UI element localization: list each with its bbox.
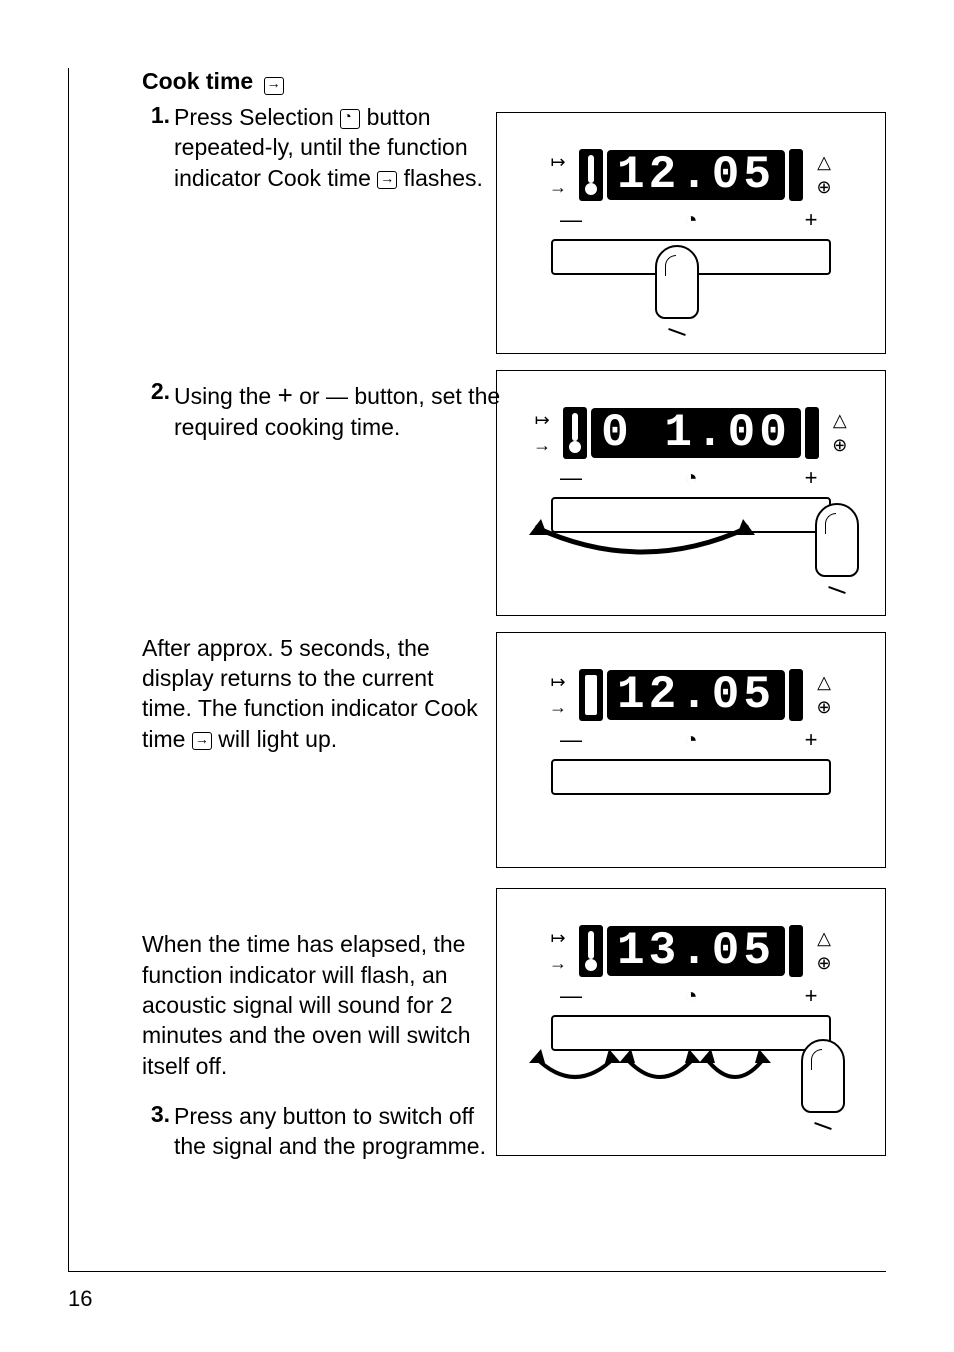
left-indicators: ↦ → <box>543 152 573 198</box>
selection-button[interactable]: ◔ <box>671 727 711 753</box>
lcd-block: 0 1.00 <box>563 407 819 459</box>
right-indicators: △ ⊕ <box>809 152 839 198</box>
thermometer-icon <box>563 407 587 459</box>
cook-time-icon <box>377 171 397 189</box>
display-row: ↦ → 0 1.00 △ ⊕ <box>521 407 861 459</box>
selection-icon <box>340 109 360 129</box>
multi-press-arrows-icon <box>525 1049 795 1105</box>
minus-button[interactable]: — <box>551 465 591 491</box>
plus-button[interactable]: + <box>791 465 831 491</box>
right-indicators: △ ⊕ <box>809 928 839 974</box>
finger-press-icon <box>655 245 699 319</box>
thermometer-icon <box>579 925 603 977</box>
page: Cook time 1. Press Selection button repe… <box>0 0 954 1352</box>
indicator-bar <box>789 149 803 201</box>
display-row: ↦ → 13.05 △ ⊕ <box>521 925 861 977</box>
right-indicators: △ ⊕ <box>825 410 855 456</box>
time-display: 0 1.00 <box>591 408 801 458</box>
minus-button[interactable]: — <box>551 727 591 753</box>
plus-button[interactable]: + <box>791 983 831 1009</box>
illustration-1: ↦ → 12.05 △ ⊕ — ◔ + <box>496 112 886 354</box>
selection-button[interactable]: ◔ <box>671 983 711 1009</box>
button-row: — ◔ + <box>551 727 831 753</box>
time-display: 12.05 <box>607 150 785 200</box>
illustration-4: ↦ → 13.05 △ ⊕ — ◔ + <box>496 888 886 1156</box>
cook-time-indicator-icon: ↦ <box>550 152 565 173</box>
selection-button[interactable]: ◔ <box>671 207 711 233</box>
control-bar <box>551 1015 831 1051</box>
clock-icon: ⊕ <box>816 177 831 198</box>
indicator-bar <box>789 925 803 977</box>
sweep-arrow-icon <box>527 517 757 563</box>
bell-icon: △ <box>817 152 831 173</box>
page-number: 16 <box>68 1286 92 1312</box>
right-indicators: △ ⊕ <box>809 672 839 718</box>
selection-button[interactable]: ◔ <box>671 465 711 491</box>
time-display: 12.05 <box>607 670 785 720</box>
illustration-2: ↦ → 0 1.00 △ ⊕ — ◔ + <box>496 370 886 616</box>
end-time-indicator-icon: → <box>549 177 567 198</box>
lcd-block: 12.05 <box>579 669 803 721</box>
illustration-3: ↦ → 12.05 △ ⊕ — ◔ + <box>496 632 886 868</box>
thermometer-icon <box>579 149 603 201</box>
control-bar <box>551 759 831 795</box>
plus-button[interactable]: + <box>791 207 831 233</box>
button-row: — ◔ + <box>551 983 831 1009</box>
finger-press-icon <box>801 1039 845 1113</box>
left-indicators: ↦ → <box>543 672 573 718</box>
display-row: ↦ → 12.05 △ ⊕ <box>521 149 861 201</box>
indicator-bar <box>805 407 819 459</box>
left-indicators: ↦ → <box>543 928 573 974</box>
minus-button[interactable]: — <box>551 207 591 233</box>
finger-press-icon <box>815 503 859 577</box>
time-display: 13.05 <box>607 926 785 976</box>
plus-button[interactable]: + <box>791 727 831 753</box>
button-row: — ◔ + <box>551 207 831 233</box>
display-row: ↦ → 12.05 △ ⊕ <box>521 669 861 721</box>
button-row: — ◔ + <box>551 465 831 491</box>
cook-time-icon <box>192 732 212 750</box>
minus-button[interactable]: — <box>551 983 591 1009</box>
cook-time-bar <box>579 669 603 721</box>
lcd-block: 13.05 <box>579 925 803 977</box>
lcd-block: 12.05 <box>579 149 803 201</box>
left-indicators: ↦ → <box>527 410 557 456</box>
indicator-bar <box>789 669 803 721</box>
